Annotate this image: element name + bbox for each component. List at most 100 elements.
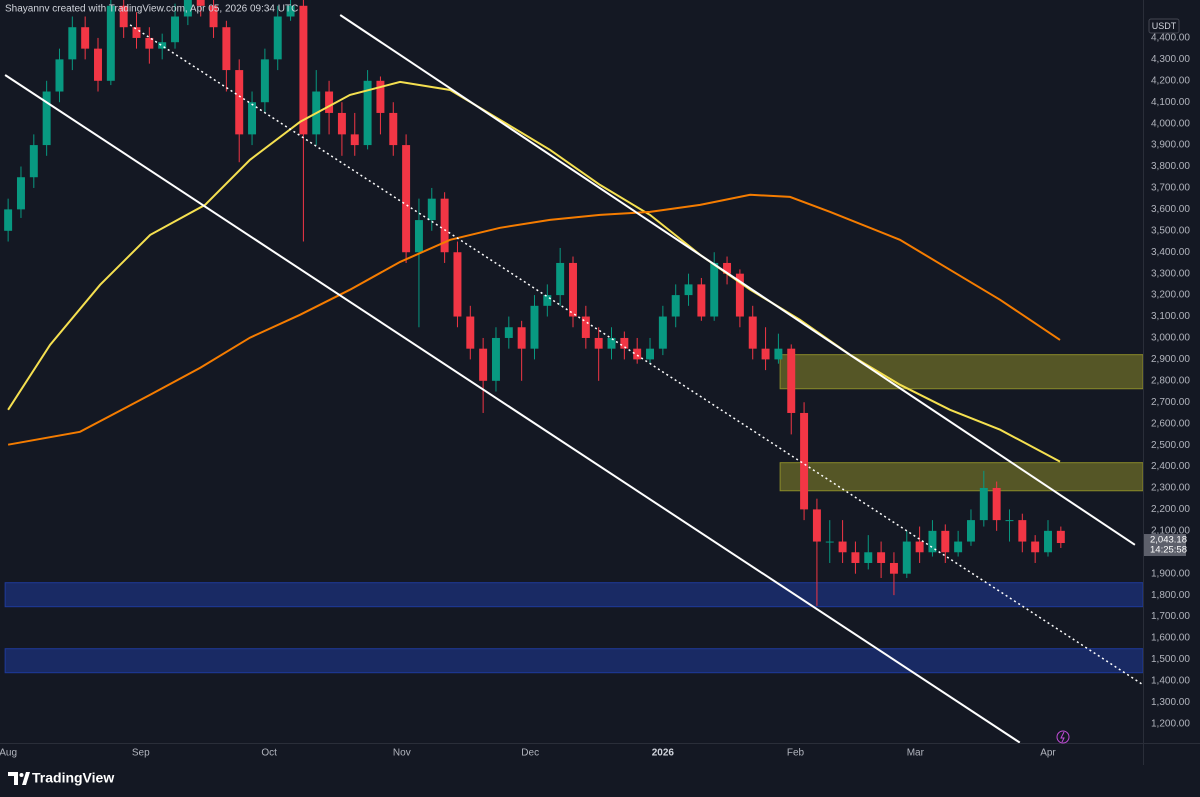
zone <box>779 462 1143 492</box>
candle-body <box>902 541 911 574</box>
y-tick-label: 1,200.00 <box>1151 718 1190 729</box>
y-tick-label: 3,000.00 <box>1151 333 1190 344</box>
y-tick-label: 1,800.00 <box>1151 590 1190 601</box>
candle-body <box>119 5 128 28</box>
candle-body <box>427 198 436 221</box>
y-tick-label: 2,200.00 <box>1151 504 1190 515</box>
candle-body <box>556 262 565 296</box>
logo-mark <box>8 772 18 785</box>
candle-body <box>29 145 38 178</box>
candle-body <box>453 252 462 317</box>
y-tick-label: 1,600.00 <box>1151 633 1190 644</box>
candle-body <box>851 552 860 563</box>
candle-body <box>363 80 372 146</box>
moving-average <box>7 193 1061 446</box>
x-tick-label: Oct <box>261 748 277 759</box>
x-tick-label: Mar <box>907 748 925 759</box>
candle-body <box>196 0 205 6</box>
candle-body <box>979 487 988 521</box>
logo-dot <box>19 773 24 777</box>
y-tick-label: 2,300.00 <box>1151 483 1190 494</box>
alert-icon[interactable] <box>1056 730 1070 744</box>
currency-label: USDT <box>1152 21 1177 31</box>
candle-body <box>838 541 847 553</box>
y-tick-label: 2,100.00 <box>1151 525 1190 536</box>
candle-body <box>55 59 64 92</box>
y-tick-label: 1,500.00 <box>1151 654 1190 665</box>
candle-body <box>941 530 950 553</box>
y-tick-label: 2,700.00 <box>1151 397 1190 408</box>
candle-body <box>594 337 603 349</box>
candle-body <box>787 348 796 413</box>
axes: 1,200.00 1,300.00 1,400.00 1,500.00 1,600.00… <box>0 33 1190 759</box>
candle-body <box>145 37 154 49</box>
candle-body <box>42 91 51 146</box>
candle-body <box>517 327 526 349</box>
candle-body <box>183 0 192 17</box>
last-price-label: 2,043.18 <box>1150 535 1187 546</box>
candle-body <box>286 5 295 17</box>
candle-body <box>350 134 359 146</box>
last-price-box <box>1144 534 1186 557</box>
candle-body <box>697 284 706 317</box>
y-tick-label: 4,000.00 <box>1151 118 1190 129</box>
candle-body <box>491 337 500 381</box>
zone <box>4 582 1143 608</box>
candle-body <box>1031 541 1040 553</box>
candle-body <box>68 27 77 60</box>
candle-body <box>171 16 180 43</box>
candle-body <box>607 337 616 349</box>
candle-body <box>389 112 398 146</box>
y-tick-label: 2,400.00 <box>1151 461 1190 472</box>
alert-bolt <box>1060 731 1065 743</box>
candle-body <box>684 284 693 296</box>
candle-body <box>812 509 821 542</box>
candle-body <box>761 348 770 360</box>
candle-body <box>402 145 411 253</box>
y-tick-label: 4,400.00 <box>1151 33 1190 44</box>
y-tick-label: 3,100.00 <box>1151 311 1190 322</box>
candle-body <box>235 70 244 135</box>
x-tick-label: Apr <box>1040 748 1056 759</box>
y-tick-label: 1,700.00 <box>1151 611 1190 622</box>
candle-body <box>209 5 218 28</box>
y-tick-label: 3,900.00 <box>1151 140 1190 151</box>
candle-body <box>581 316 590 338</box>
y-tick-label: 3,500.00 <box>1151 225 1190 236</box>
candle-body <box>466 316 475 349</box>
zone <box>779 354 1143 390</box>
candle-body <box>248 102 257 135</box>
candle-body <box>928 530 937 553</box>
y-tick-label: 4,100.00 <box>1151 97 1190 108</box>
x-tick-label: Feb <box>787 748 805 759</box>
x-tick-label: Aug <box>0 748 17 759</box>
candle-body <box>774 348 783 360</box>
currency-box <box>1148 18 1180 34</box>
y-tick-label: 3,600.00 <box>1151 204 1190 215</box>
y-tick-label: 1,300.00 <box>1151 697 1190 708</box>
candle-body <box>800 412 809 510</box>
candle-body <box>81 27 90 49</box>
candle-body <box>864 552 873 563</box>
brand-logo <box>8 772 30 785</box>
y-tick-label: 3,800.00 <box>1151 161 1190 172</box>
y-tick-label: 3,300.00 <box>1151 268 1190 279</box>
candle-body <box>273 16 282 60</box>
y-tick-label: 3,200.00 <box>1151 290 1190 301</box>
y-tick-label: 1,900.00 <box>1151 568 1190 579</box>
candle-body <box>440 198 449 253</box>
y-tick-label: 3,400.00 <box>1151 247 1190 258</box>
candle-body <box>992 487 1001 521</box>
candle-body <box>106 5 115 81</box>
candle-body <box>735 273 744 317</box>
candle-body <box>530 305 539 349</box>
candle-body <box>222 27 231 71</box>
candle-body <box>543 295 552 306</box>
candle-body <box>414 220 423 253</box>
countdown-label: 14:25:58 <box>1150 545 1187 556</box>
logo-slash <box>22 772 30 785</box>
